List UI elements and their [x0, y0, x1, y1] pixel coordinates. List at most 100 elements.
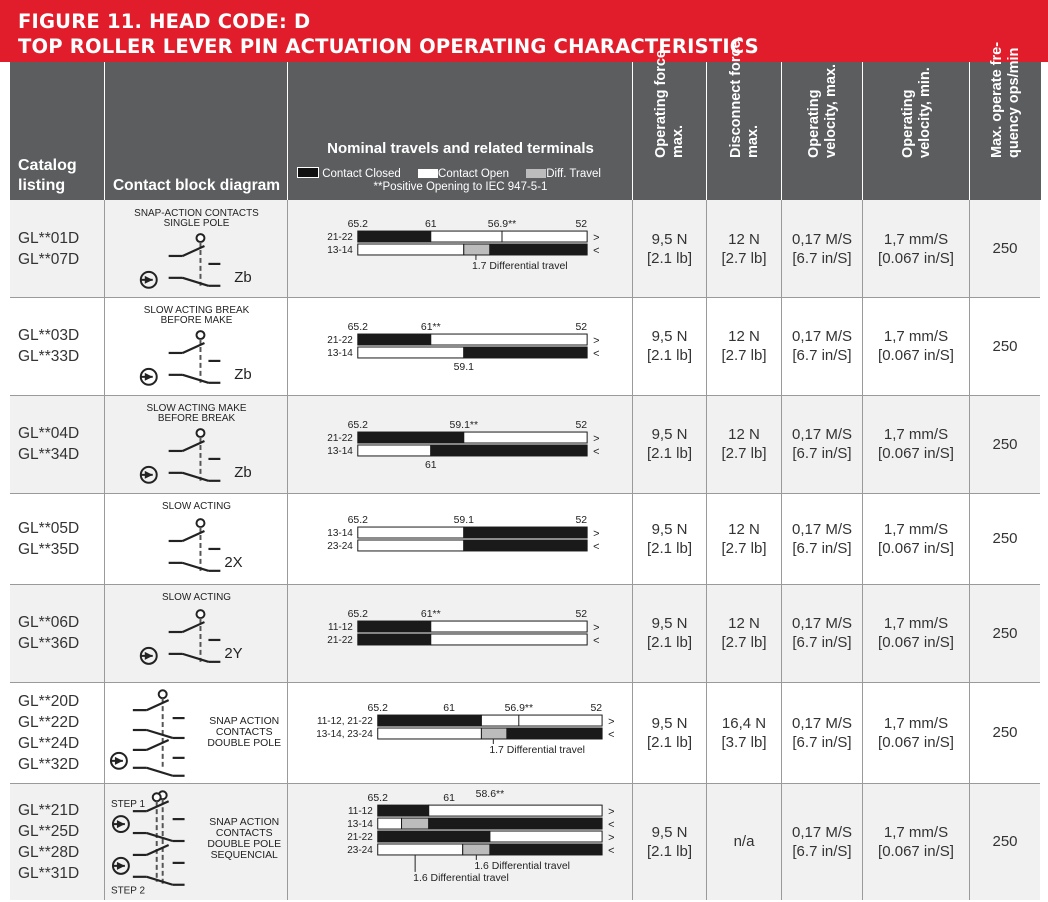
travel-bar: 23-24 < — [327, 539, 600, 553]
catalog-number: GL**07D — [18, 250, 80, 268]
velocity-max-value: 0,17 M/S — [791, 823, 853, 841]
catalog-cell: GL**04D GL**34D — [10, 395, 104, 493]
operating-force-value: 9,5 N — [651, 230, 688, 248]
travel-segment-open — [377, 843, 464, 856]
operating-force-cell: 9,5 N [2.1 lb] — [632, 584, 706, 682]
travel-top-label: 56.9** — [505, 703, 533, 714]
legend-open-swatch — [418, 169, 439, 178]
catalog-number: GL**03D — [18, 327, 80, 344]
travel-arrow: > — [608, 832, 614, 844]
travel-segment-closed — [377, 830, 491, 843]
terminal-icon — [139, 646, 158, 665]
header-velocity-max: Operating velocity, max. — [781, 62, 863, 200]
contact-upper-icon — [168, 342, 221, 363]
catalog-number: GL**24D — [18, 734, 80, 752]
terminal-label: 21-22 — [327, 232, 353, 243]
travel-segment-open — [489, 830, 603, 843]
table-row: GL**21D GL**25D GL**28D GL**31D STEP 1 STEP 2… — [10, 783, 1040, 900]
table-row: GL**20D GL**22D GL**24D GL**32D SNAP ACTION C… — [10, 682, 1040, 783]
legend-closed-swatch — [297, 167, 319, 178]
disconnect-force-cell: 16,4 N [3.7 lb] — [706, 682, 781, 783]
catalog-number: GL**05D — [18, 519, 80, 537]
travel-arrow: > — [593, 622, 599, 634]
operating-force-value: [2.1 lb] — [646, 634, 693, 651]
terminal-icon — [139, 465, 158, 484]
header-operating-force-line2: max. — [670, 124, 686, 158]
velocity-max-cell: 0,17 M/S [6.7 in/S] — [781, 783, 862, 900]
disconnect-force-value: [2.7 lb] — [721, 539, 767, 557]
travel-chart: 65.2 61** 52 11-12 >21-22 < — [327, 609, 600, 647]
operating-force-value: [2.1 lb] — [646, 347, 693, 364]
travel-segment-diff — [401, 817, 430, 830]
travel-segment-open — [430, 620, 588, 633]
contact-icon — [132, 738, 185, 759]
header-contact-block-label: Contact block diagram — [112, 177, 281, 194]
velocity-max-cell: 0,17 M/S [6.7 in/S] — [781, 395, 862, 493]
travel-bar: 13-14 < — [327, 243, 600, 257]
terminal-label: 13-14 — [347, 819, 373, 830]
frequency-value: 250 — [992, 435, 1018, 453]
catalog-cell: GL**05D GL**35D — [10, 493, 104, 584]
header-velocity-min-line2: velocity, min. — [916, 67, 933, 158]
disconnect-force-value: [2.7 lb] — [721, 634, 767, 651]
disconnect-force-value: n/a — [733, 833, 755, 850]
disconnect-force-value: 12 N — [728, 426, 760, 443]
velocity-max-value: [6.7 in/S] — [792, 842, 852, 860]
terminal-label: 23-24 — [327, 541, 353, 552]
legend-open-label: Contact Open — [438, 168, 509, 180]
catalog-number: GL**21D — [18, 801, 80, 819]
operating-force-value: 9,5 N — [651, 615, 688, 632]
disconnect-force-value: 12 N — [728, 615, 760, 632]
terminal-label: 13-14 — [327, 528, 353, 539]
travel-segment-closed — [463, 346, 588, 359]
travel-bar: 11-12 > — [328, 620, 600, 634]
diagram-caption: SNAP ACTION — [209, 716, 279, 727]
travel-bar: 13-14 < — [347, 817, 614, 831]
travel-arrow: > — [608, 716, 614, 728]
plunger-step-icon — [151, 792, 162, 882]
disconnect-force-value: [2.7 lb] — [721, 249, 767, 267]
travel-top-label: 61** — [421, 609, 441, 620]
travel-top-label: 65.2 — [368, 703, 389, 714]
table-row: GL**06D GL**36D SLOW ACTING 2Y 65.2 61** 52 11-… — [10, 584, 1040, 682]
velocity-min-value: 1,7 mm/S — [883, 328, 949, 345]
terminal-step2-icon — [111, 856, 130, 875]
velocity-max-cell: 0,17 M/S [6.7 in/S] — [781, 682, 862, 783]
travel-top-label: 56.9** — [488, 219, 516, 230]
header-disconnect-force-line1: Disconnect force, — [727, 36, 744, 158]
contact-diagram: SLOW ACTING 2X — [162, 501, 243, 572]
terminal-icon — [139, 367, 158, 386]
travel-segment-closed — [428, 817, 603, 830]
frequency-cell: 250 — [969, 783, 1040, 900]
travel-top-label: 59.1 — [454, 515, 475, 526]
travel-chart: 65.2 59.1** 52 21-22 >13-14 <61 — [327, 420, 600, 471]
travel-top-label: 52 — [575, 420, 587, 431]
diagram-caption: SNAP-ACTION CONTACTS — [134, 208, 259, 219]
operating-force-value: [2.1 lb] — [646, 842, 693, 860]
row-divider — [10, 297, 1040, 298]
row-divider — [10, 395, 1040, 396]
travel-bar: 11-12 > — [348, 804, 614, 818]
table-row: GL**01D GL**07D SNAP-ACTION CONTACTS SINGLE… — [10, 200, 1040, 297]
velocity-min-value: [0.067 in/S] — [878, 842, 954, 860]
differential-note: 1.7 Differential travel — [489, 745, 585, 756]
disconnect-force-value: 12 N — [728, 328, 760, 345]
travel-segment-closed — [506, 727, 603, 740]
velocity-max-value: [6.7 in/S] — [792, 539, 852, 557]
disconnect-force-value: 12 N — [728, 520, 760, 538]
travel-top-label: 65.2 — [368, 793, 389, 804]
diagram-caption: SEQUENCIAL — [211, 850, 278, 861]
terminal-label: 13-14, 23-24 — [316, 729, 373, 740]
frequency-value: 250 — [992, 624, 1018, 642]
legend-diff-label: Diff. Travel — [546, 168, 601, 180]
velocity-max-cell: 0,17 M/S [6.7 in/S] — [781, 493, 862, 584]
travel-top-label: 52 — [575, 515, 587, 526]
travel-arrow: > — [593, 335, 599, 347]
header-velocity-min: Operating velocity, min. — [862, 62, 970, 200]
terminal-label: 13-14 — [327, 245, 353, 256]
travel-bar: 13-14 < — [327, 444, 600, 458]
header-velocity-max-line1: Operating — [805, 89, 822, 158]
velocity-min-value: [0.067 in/S] — [878, 539, 954, 557]
velocity-max-cell: 0,17 M/S [6.7 in/S] — [781, 584, 862, 682]
step1-label: STEP 1 — [111, 799, 146, 810]
